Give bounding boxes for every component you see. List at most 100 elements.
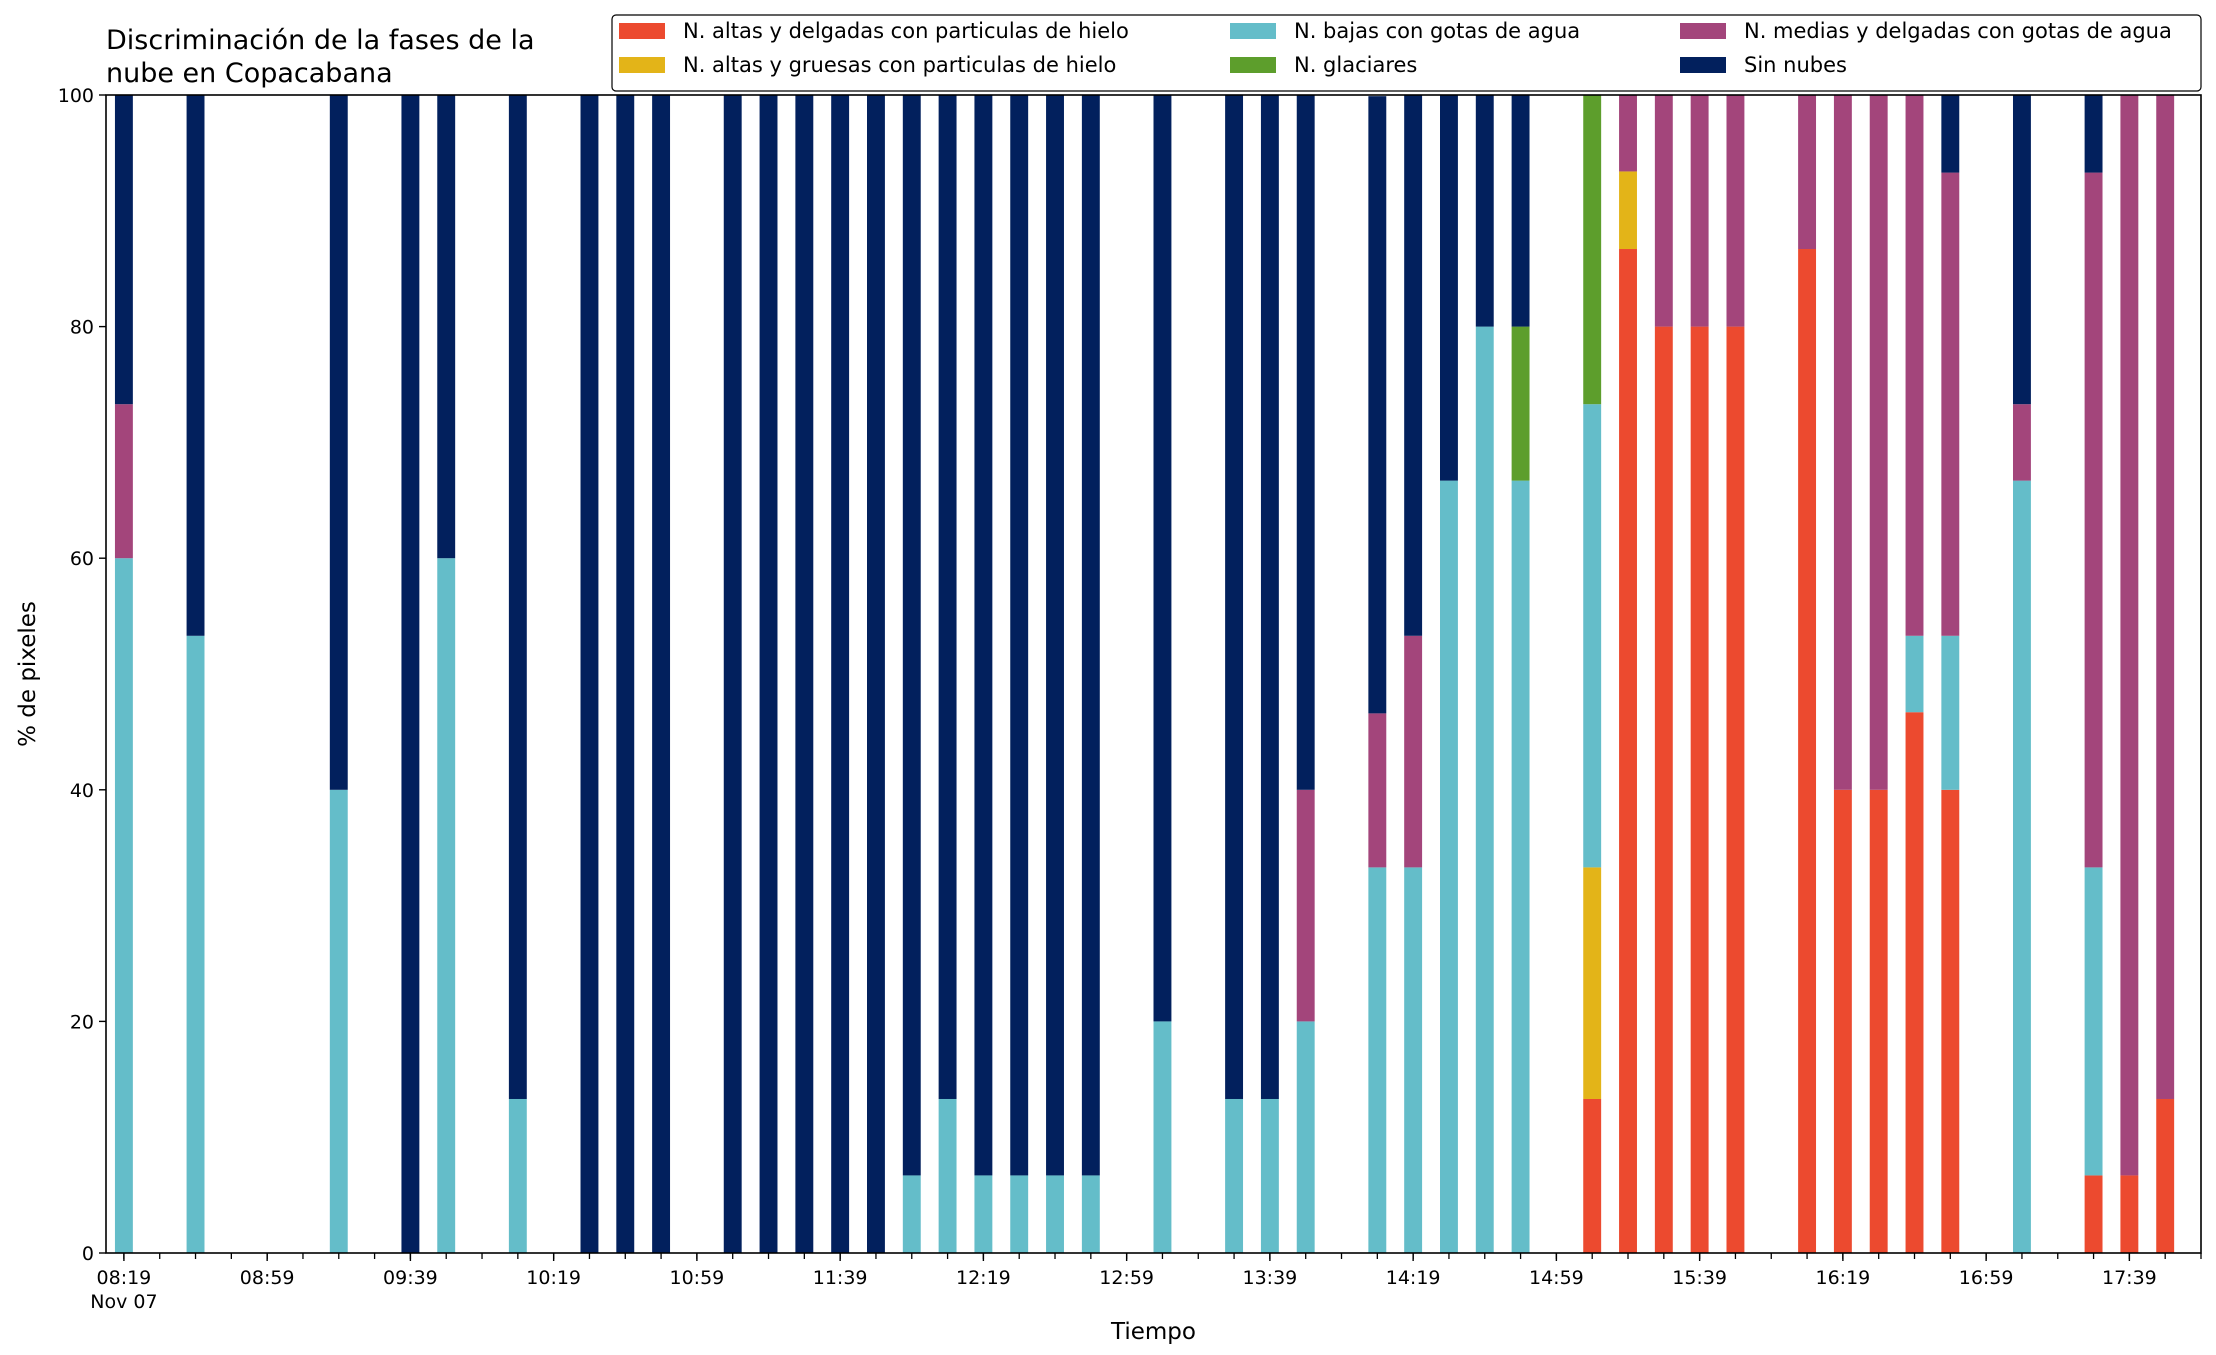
bar-segment-altas_delgadas	[1690, 326, 1709, 1254]
bar-segment-medias_agua	[1798, 95, 1817, 250]
bar-segment-medias_agua	[1296, 789, 1315, 1022]
bar-segment-altas_delgadas	[2084, 1175, 2103, 1253]
bar-segment-medias_agua	[1404, 635, 1423, 868]
bar-segment-sin_nubes	[2012, 95, 2031, 405]
bar-segment-sin_nubes	[1404, 95, 1423, 636]
y-axis: 0 20 40 60 80 100	[58, 85, 106, 1265]
bar-segment-sin_nubes	[1440, 95, 1458, 481]
x-tick-label: 16:19	[1815, 1267, 1870, 1289]
bar-segment-sin_nubes	[831, 95, 850, 1253]
y-tick-label: 0	[82, 1243, 94, 1265]
bar-segment-bajas_agua	[508, 1098, 527, 1253]
bar-segment-altas_delgadas	[1726, 326, 1745, 1254]
chart-title: Discriminación de la fases de la nube en…	[106, 25, 543, 89]
legend: N. altas y delgadas con particulas de hi…	[611, 14, 2202, 92]
bar-segment-medias_agua	[1905, 95, 1924, 636]
bar-segment-sin_nubes	[867, 95, 885, 1253]
bar-segment-bajas_agua	[1941, 635, 1960, 790]
bar-segment-sin_nubes	[1153, 95, 1172, 1022]
y-tick-label: 80	[70, 317, 94, 339]
bar-segment-bajas_agua	[1475, 326, 1494, 1254]
x-tick-label: 14:59	[1529, 1267, 1584, 1289]
bar-segment-medias_agua	[1619, 95, 1637, 172]
bar-segment-sin_nubes	[1511, 95, 1530, 327]
y-tick-label: 40	[70, 780, 94, 802]
bar-segment-sin_nubes	[508, 95, 527, 1099]
legend-swatch-glaciares	[1230, 57, 1276, 73]
legend-swatch-altas_gruesas	[619, 57, 665, 73]
bar-segment-altas_delgadas	[1833, 789, 1852, 1253]
x-tick-label: 11:39	[813, 1267, 868, 1289]
bar-segment-bajas_agua	[1225, 1098, 1244, 1253]
bar-segment-medias_agua	[114, 404, 133, 559]
x-tick-label: 12:59	[1099, 1267, 1154, 1289]
bar-segment-bajas_agua	[1081, 1175, 1100, 1253]
bar-segment-sin_nubes	[329, 95, 348, 790]
bars-group	[114, 95, 2175, 1254]
bar-segment-altas_delgadas	[1798, 249, 1817, 1253]
bar-segment-bajas_agua	[1368, 867, 1387, 1253]
bar-segment-sin_nubes	[1010, 95, 1029, 1176]
bar-segment-bajas_agua	[2084, 867, 2103, 1176]
bar-segment-sin_nubes	[1046, 95, 1064, 1176]
bar-segment-altas_delgadas	[1654, 326, 1673, 1254]
bar-segment-bajas_agua	[1010, 1175, 1029, 1253]
chart-title-line-1: Discriminación de la fases de la	[106, 25, 535, 56]
bar-segment-sin_nubes	[723, 95, 742, 1253]
bar-segment-bajas_agua	[902, 1175, 921, 1253]
bar-segment-medias_agua	[1690, 95, 1709, 327]
legend-label-medias_agua: N. medias y delgadas con gotas de agua	[1744, 19, 2172, 43]
bar-segment-medias_agua	[1368, 713, 1387, 868]
bar-segment-bajas_agua	[437, 558, 456, 1253]
legend-swatch-medias_agua	[1680, 23, 1726, 39]
bar-segment-medias_agua	[2156, 95, 2175, 1099]
bar-segment-sin_nubes	[974, 95, 993, 1176]
x-tick-label: 08:59	[240, 1267, 295, 1289]
bar-segment-medias_agua	[1833, 95, 1852, 790]
legend-label-altas_gruesas: N. altas y gruesas con particulas de hie…	[683, 53, 1116, 77]
x-tick-label: 08:19	[97, 1267, 152, 1289]
bar-segment-bajas_agua	[2012, 480, 2031, 1253]
bar-segment-altas_gruesas	[1619, 171, 1637, 250]
bar-segment-medias_agua	[1869, 95, 1888, 790]
bar-segment-sin_nubes	[616, 95, 635, 1253]
bar-segment-glaciares	[1511, 326, 1530, 481]
bar-segment-sin_nubes	[1941, 95, 1960, 173]
bar-segment-sin_nubes	[437, 95, 456, 559]
bar-segment-bajas_agua	[1046, 1175, 1064, 1253]
bar-segment-altas_delgadas	[2120, 1175, 2139, 1253]
x-tick-label: 10:59	[670, 1267, 725, 1289]
bar-segment-bajas_agua	[114, 558, 133, 1253]
bar-segment-sin_nubes	[114, 95, 133, 405]
bar-segment-altas_gruesas	[1583, 867, 1602, 1099]
bar-segment-sin_nubes	[401, 95, 420, 1253]
bar-segment-bajas_agua	[1153, 1021, 1172, 1253]
bar-segment-sin_nubes	[652, 95, 671, 1253]
bar-segment-medias_agua	[2120, 95, 2139, 1176]
bar-segment-bajas_agua	[1440, 480, 1458, 1253]
bar-segment-sin_nubes	[2084, 95, 2103, 173]
bar-segment-bajas_agua	[1260, 1098, 1279, 1253]
x-date-label: Nov 07	[90, 1291, 157, 1313]
bar-segment-medias_agua	[1941, 172, 1960, 636]
x-axis-label: Tiempo	[1110, 1319, 1196, 1345]
bar-segment-bajas_agua	[974, 1175, 993, 1253]
x-tick-label: 14:19	[1386, 1267, 1441, 1289]
bar-segment-medias_agua	[2012, 404, 2031, 481]
legend-swatch-bajas_agua	[1230, 23, 1276, 39]
x-tick-label: 12:19	[956, 1267, 1011, 1289]
x-tick-label: 09:39	[383, 1267, 438, 1289]
bar-segment-sin_nubes	[902, 95, 921, 1176]
bar-segment-bajas_agua	[938, 1098, 957, 1253]
bar-segment-sin_nubes	[1260, 95, 1279, 1099]
legend-label-bajas_agua: N. bajas con gotas de agua	[1294, 19, 1580, 43]
y-tick-label: 100	[58, 85, 94, 107]
x-tick-label: 17:39	[2102, 1267, 2157, 1289]
bar-segment-altas_delgadas	[2156, 1098, 2175, 1253]
bar-segment-sin_nubes	[1475, 95, 1494, 327]
bar-segment-sin_nubes	[1081, 95, 1100, 1176]
legend-swatch-sin_nubes	[1680, 57, 1726, 73]
bar-segment-sin_nubes	[938, 95, 957, 1099]
bar-segment-bajas_agua	[1404, 867, 1423, 1253]
